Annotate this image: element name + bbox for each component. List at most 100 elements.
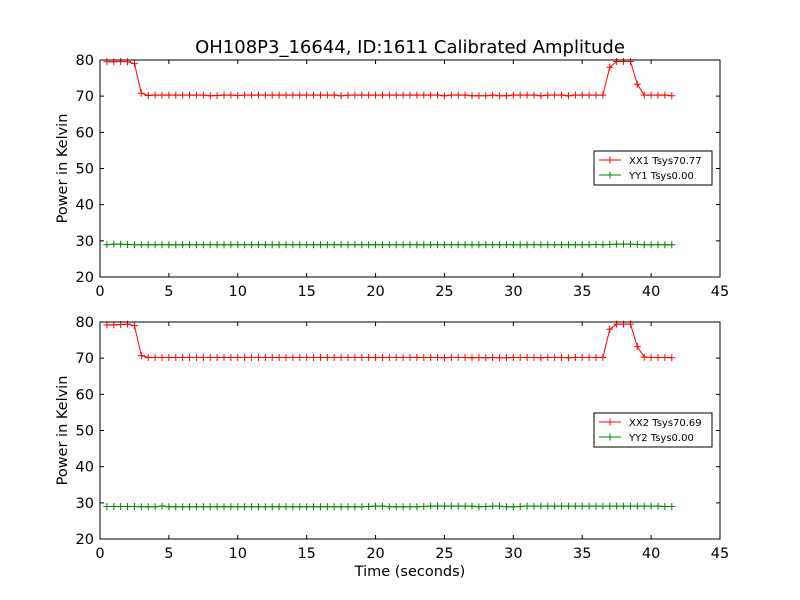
data-point xyxy=(571,502,579,510)
x-tick-label: 25 xyxy=(435,546,453,562)
data-point xyxy=(144,503,152,511)
data-point xyxy=(626,240,634,248)
data-point xyxy=(447,502,455,510)
data-point xyxy=(440,241,448,249)
data-point xyxy=(124,240,132,248)
data-point xyxy=(275,353,283,361)
data-point xyxy=(241,353,249,361)
data-point xyxy=(248,241,256,249)
data-point xyxy=(544,502,552,510)
data-point xyxy=(420,502,428,510)
data-point xyxy=(137,503,145,511)
data-point xyxy=(606,240,614,248)
data-point xyxy=(103,321,111,329)
data-point xyxy=(337,353,345,361)
data-point xyxy=(599,353,607,361)
data-point xyxy=(551,241,559,249)
data-point xyxy=(358,91,366,99)
data-point xyxy=(502,241,510,249)
data-point xyxy=(392,241,400,249)
data-point xyxy=(661,353,669,361)
data-point xyxy=(468,502,476,510)
data-point xyxy=(254,353,262,361)
data-point xyxy=(585,91,593,99)
y-tick-label: 70 xyxy=(76,351,94,367)
data-point xyxy=(165,241,173,249)
data-point xyxy=(323,503,331,511)
data-point xyxy=(220,91,228,99)
data-point xyxy=(558,91,566,99)
y-tick-label: 20 xyxy=(76,532,94,548)
data-point xyxy=(275,241,283,249)
x-tick-label: 45 xyxy=(711,284,729,300)
x-tick-label: 35 xyxy=(573,284,591,300)
data-point xyxy=(633,502,641,510)
data-point xyxy=(427,91,435,99)
data-point xyxy=(372,502,380,510)
data-point xyxy=(378,353,386,361)
data-point xyxy=(261,241,269,249)
x-tick-label: 35 xyxy=(573,546,591,562)
data-point xyxy=(172,353,180,361)
data-point xyxy=(544,353,552,361)
data-point xyxy=(420,241,428,249)
data-point xyxy=(502,503,510,511)
data-point xyxy=(530,502,538,510)
data-point xyxy=(551,91,559,99)
y-tick-label: 50 xyxy=(76,162,94,178)
data-point xyxy=(544,91,552,99)
data-point xyxy=(227,241,235,249)
data-point xyxy=(496,241,504,249)
data-point xyxy=(234,353,242,361)
data-point xyxy=(296,503,304,511)
data-point xyxy=(626,502,634,510)
data-point xyxy=(213,503,221,511)
data-point xyxy=(372,353,380,361)
data-point xyxy=(434,502,442,510)
data-point xyxy=(378,91,386,99)
series-2-group xyxy=(103,502,676,511)
data-point xyxy=(110,502,118,510)
data-point xyxy=(516,353,524,361)
data-point xyxy=(137,89,145,97)
data-point xyxy=(358,241,366,249)
y-tick-label: 80 xyxy=(76,315,94,331)
data-point xyxy=(578,502,586,510)
data-point xyxy=(192,353,200,361)
data-point xyxy=(289,503,297,511)
data-point xyxy=(186,503,194,511)
data-point xyxy=(668,241,676,249)
series-1-group xyxy=(103,57,676,100)
data-point xyxy=(144,91,152,99)
data-point xyxy=(151,241,159,249)
legend-marker xyxy=(606,156,614,164)
data-point xyxy=(261,91,269,99)
data-point xyxy=(130,502,138,510)
data-point xyxy=(254,503,262,511)
data-point xyxy=(137,241,145,249)
data-point xyxy=(275,503,283,511)
data-point xyxy=(330,91,338,99)
data-point xyxy=(399,503,407,511)
data-point xyxy=(103,58,111,66)
data-point xyxy=(179,353,187,361)
data-point xyxy=(489,353,497,361)
data-point xyxy=(351,241,359,249)
data-point xyxy=(110,321,118,329)
data-point xyxy=(668,92,676,100)
x-tick-label: 5 xyxy=(164,546,173,562)
data-point xyxy=(585,241,593,249)
data-point xyxy=(620,57,628,65)
data-point xyxy=(571,353,579,361)
data-point xyxy=(268,241,276,249)
legend-box xyxy=(593,150,713,186)
data-point xyxy=(124,502,132,510)
data-point xyxy=(502,354,510,362)
data-point xyxy=(248,353,256,361)
data-point xyxy=(248,91,256,99)
data-point xyxy=(199,503,207,511)
data-point xyxy=(647,353,655,361)
data-point xyxy=(592,91,600,99)
x-tick-label: 20 xyxy=(366,284,384,300)
data-point xyxy=(468,241,476,249)
